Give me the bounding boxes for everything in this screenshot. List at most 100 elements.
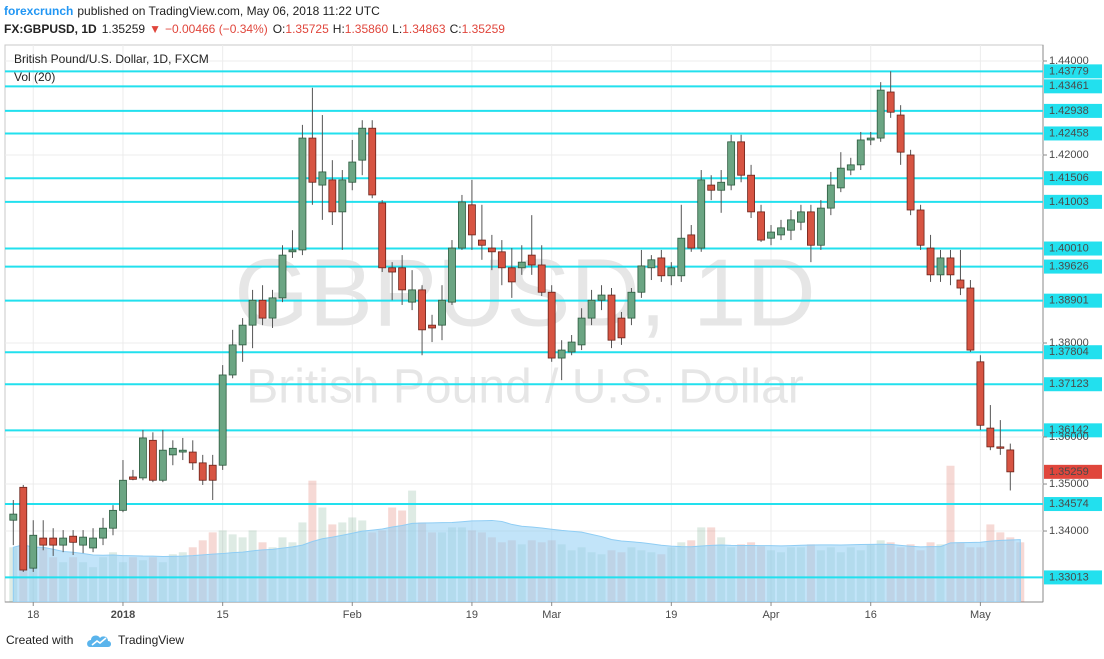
level-label: 1.33013 xyxy=(1049,571,1089,583)
candle-body xyxy=(617,317,626,339)
volume-bar xyxy=(946,465,955,602)
y-tick-label: 1.42000 xyxy=(1049,149,1089,161)
author[interactable]: forexcrunch xyxy=(4,4,73,18)
candle-body xyxy=(547,291,556,359)
candle-body xyxy=(557,349,566,359)
watermark: GBPUSD, 1D British Pound / U.S. Dollar xyxy=(234,239,815,413)
x-tick-label: May xyxy=(970,609,991,621)
candle-body xyxy=(996,446,1005,449)
level-label: 1.40010 xyxy=(1049,242,1089,254)
candle-body xyxy=(288,249,297,253)
level-label-bg xyxy=(1044,259,1102,274)
watermark-symbol: GBPUSD, 1D xyxy=(234,239,815,346)
candle-body xyxy=(896,114,905,153)
level-label: 1.38901 xyxy=(1049,295,1089,307)
candle-body xyxy=(418,289,426,331)
candle-body xyxy=(148,439,157,481)
candle-body xyxy=(627,291,636,319)
candle-body xyxy=(487,247,496,253)
axes: 1.44000 1.42000 1.38000 1.36000 1.35000 1.340… xyxy=(27,55,1102,621)
x-tick-label: 2018 xyxy=(111,609,135,621)
level-label-bg xyxy=(1044,345,1102,360)
candle-body xyxy=(29,534,38,569)
candle-body xyxy=(378,202,387,269)
level-label-bg xyxy=(1044,377,1102,392)
candle-body xyxy=(926,247,935,276)
volume-pane xyxy=(9,465,1025,602)
candle-body xyxy=(477,239,486,246)
x-tick-label: Feb xyxy=(343,609,362,621)
candle-body xyxy=(79,536,87,546)
logo-cloud xyxy=(87,635,111,647)
quote-line: FX:GBPUSD, 1D 1.35259 ▼ −0.00466 (−0.34%) O:… xyxy=(4,22,505,36)
candle-body xyxy=(49,537,58,546)
y-tick-label: 1.34000 xyxy=(1049,525,1089,537)
ohlc-value: 1.35725 xyxy=(285,22,329,36)
candle-body xyxy=(737,141,746,176)
candle-body xyxy=(248,299,257,326)
y-tick-label: 1.44000 xyxy=(1049,55,1089,67)
candle-body xyxy=(856,139,865,166)
candle-body xyxy=(448,247,456,303)
ohlc-label: O: xyxy=(273,22,286,36)
level-label: 1.36142 xyxy=(1049,424,1089,436)
candle-body xyxy=(587,299,596,319)
published: published on TradingView.com, May 06, 20… xyxy=(77,4,380,18)
candle-body xyxy=(119,479,127,511)
last-price-bg xyxy=(1044,464,1102,479)
candle-body xyxy=(677,237,686,277)
candle-body xyxy=(318,171,327,186)
candle-body xyxy=(777,227,785,236)
footer-brand[interactable]: TradingView xyxy=(118,633,184,647)
x-tick-label: Mar xyxy=(542,609,561,621)
candle-body xyxy=(767,231,775,239)
ohlc-label: C: xyxy=(450,22,462,36)
candle-body xyxy=(836,167,845,189)
ohlc-value: 1.35259 xyxy=(462,22,506,36)
candle-body xyxy=(537,264,546,293)
volume-label: Vol (20) xyxy=(14,70,55,84)
arrow: ▼ xyxy=(149,22,161,36)
level-label-bg xyxy=(1044,194,1102,209)
candle-body xyxy=(9,513,18,521)
candle-body xyxy=(258,299,267,319)
candle-body xyxy=(717,181,726,191)
candle-body xyxy=(707,184,716,191)
candle-body xyxy=(228,344,237,376)
level-label-bg xyxy=(1044,241,1102,256)
level-label: 1.43779 xyxy=(1049,65,1089,77)
candle-body xyxy=(667,267,676,277)
candle-body xyxy=(428,324,436,329)
candle-body xyxy=(577,317,586,346)
level-label-bg xyxy=(1044,126,1102,141)
logo-line xyxy=(91,637,107,646)
candle-body xyxy=(727,141,736,186)
candle-body xyxy=(697,179,706,249)
candle-body xyxy=(278,254,287,299)
candle-body xyxy=(976,361,985,426)
level-label-bg xyxy=(1044,171,1102,186)
candle-body xyxy=(1006,449,1015,473)
candle-body xyxy=(388,267,397,273)
level-label-bg xyxy=(1044,293,1102,308)
symbol: FX:GBPUSD, 1D xyxy=(4,22,97,36)
last-price-label: 1.35259 xyxy=(1049,466,1089,478)
x-tick-label: 19 xyxy=(665,609,677,621)
tradingview-logo[interactable] xyxy=(87,635,111,647)
footer-text: Created with xyxy=(6,633,73,647)
candle-body xyxy=(368,127,377,196)
level-label-bg xyxy=(1044,103,1102,118)
y-tick-label: 1.38000 xyxy=(1049,337,1089,349)
candle-body xyxy=(109,509,117,529)
candle-body xyxy=(797,211,805,223)
candle-body xyxy=(458,201,466,249)
candle-body xyxy=(876,89,885,139)
candle-body xyxy=(517,261,526,269)
candle-body xyxy=(866,137,875,141)
level-label: 1.34574 xyxy=(1049,498,1089,510)
candle-body xyxy=(69,535,78,543)
candle-body xyxy=(497,251,506,269)
candle-body xyxy=(198,462,207,481)
